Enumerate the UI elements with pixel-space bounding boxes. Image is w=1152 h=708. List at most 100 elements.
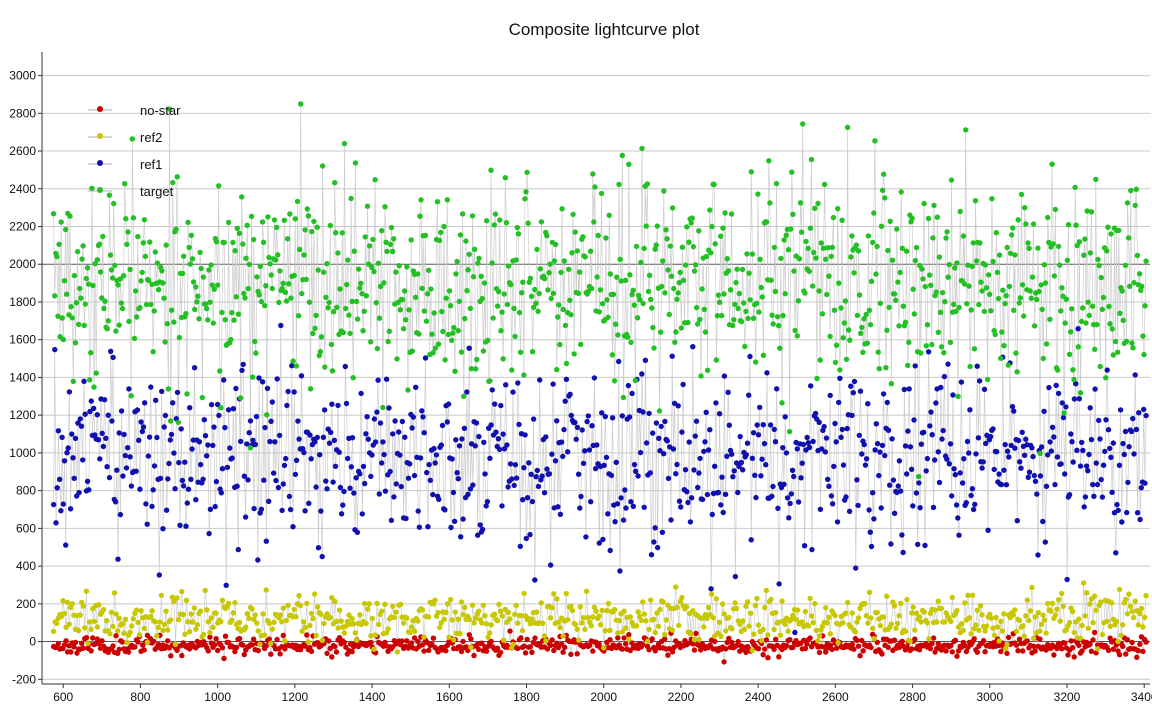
data-point-target (233, 294, 239, 300)
x-tick-label: 1600 (436, 690, 463, 704)
data-point-target (839, 217, 845, 223)
data-point-no-star (760, 652, 766, 658)
data-point-target (816, 288, 822, 294)
data-point-ref1 (809, 546, 815, 553)
data-point-ref1 (1023, 436, 1029, 442)
data-point-ref1 (823, 435, 830, 441)
data-point-no-star (1079, 648, 1085, 654)
data-point-ref1 (588, 499, 594, 505)
data-point-target (1122, 262, 1129, 268)
data-point-ref1 (225, 407, 232, 413)
data-point-ref1 (64, 450, 70, 456)
data-point-target (794, 333, 800, 339)
data-point-target (210, 320, 216, 326)
data-point-ref1 (161, 424, 167, 430)
data-point-ref1 (579, 427, 585, 433)
data-point-ref2 (615, 630, 621, 636)
data-point-target (911, 311, 917, 317)
data-point-target (462, 315, 468, 322)
data-point-ref1 (1122, 428, 1129, 435)
data-point-ref1 (351, 490, 357, 496)
data-point-target (124, 241, 130, 248)
data-point-no-star (411, 635, 418, 641)
data-point-ref1 (865, 401, 871, 407)
data-point-target (552, 241, 559, 248)
data-point-target (293, 363, 300, 369)
data-point-ref1 (160, 526, 166, 532)
data-point-ref1 (603, 454, 610, 461)
data-point-target (376, 315, 383, 321)
data-point-target (716, 299, 723, 305)
data-point-target (183, 310, 189, 317)
data-point-no-star (707, 642, 713, 648)
data-point-no-star (587, 642, 593, 649)
data-point-ref2 (751, 631, 757, 637)
data-point-target (1047, 316, 1053, 322)
data-point-ref1 (1116, 462, 1123, 468)
data-point-ref1 (904, 471, 910, 477)
data-point-target (354, 316, 361, 322)
data-point-target (905, 362, 911, 369)
data-point-ref1 (867, 529, 873, 535)
data-point-ref2 (612, 606, 618, 613)
data-point-target (257, 263, 263, 269)
data-point-ref2 (115, 628, 121, 634)
data-point-no-star (698, 647, 704, 653)
data-point-ref1 (403, 515, 409, 522)
data-point-ref1 (467, 486, 474, 492)
data-point-target (836, 280, 842, 286)
data-point-no-star (1088, 648, 1095, 654)
data-point-ref2 (568, 603, 574, 609)
data-point-ref1 (840, 462, 847, 468)
data-point-ref2 (113, 611, 119, 617)
data-point-ref2 (263, 587, 269, 593)
data-point-ref1 (343, 400, 350, 407)
data-point-ref1 (534, 467, 540, 474)
data-point-no-star (79, 640, 85, 646)
data-point-ref2 (754, 595, 760, 602)
data-point-ref1 (154, 434, 160, 441)
data-point-ref1 (140, 424, 147, 430)
data-point-target (387, 241, 394, 248)
data-point-no-star (99, 638, 105, 644)
data-point-no-star (507, 628, 513, 634)
data-point-ref1 (917, 505, 923, 511)
data-point-ref2 (762, 604, 768, 611)
data-point-ref2 (1041, 617, 1048, 623)
data-point-target (854, 312, 861, 319)
data-point-ref1 (439, 422, 446, 429)
data-point-no-star (419, 642, 426, 648)
data-point-ref2 (904, 596, 910, 603)
data-point-ref1 (789, 467, 796, 473)
data-point-target (889, 257, 896, 263)
data-point-ref1 (184, 500, 190, 506)
data-point-target (813, 255, 819, 261)
data-point-ref1 (338, 511, 345, 517)
data-point-target (614, 274, 620, 280)
data-point-ref1 (516, 421, 522, 428)
data-point-ref1 (505, 484, 511, 490)
data-point-ref1 (674, 461, 680, 468)
data-point-ref2 (111, 590, 118, 596)
data-point-ref1 (870, 490, 876, 496)
data-point-no-star (669, 649, 676, 655)
data-point-target (302, 227, 308, 233)
data-point-ref1 (1075, 326, 1081, 332)
data-point-ref2 (893, 625, 899, 632)
data-point-target (1097, 363, 1103, 370)
data-point-ref1 (375, 377, 381, 383)
data-point-ref1 (1069, 439, 1075, 445)
data-point-ref2 (597, 622, 604, 628)
data-point-target (435, 341, 442, 347)
data-point-target (83, 275, 90, 282)
data-point-ref1 (583, 534, 589, 540)
data-point-target (519, 290, 525, 296)
data-point-ref2 (1098, 599, 1104, 605)
data-point-ref1 (136, 437, 142, 443)
data-point-ref1 (54, 485, 60, 491)
data-point-ref2 (969, 592, 976, 598)
data-point-target (777, 345, 783, 351)
data-point-no-star (113, 633, 119, 639)
data-point-target (952, 265, 958, 271)
data-point-target (711, 181, 717, 188)
